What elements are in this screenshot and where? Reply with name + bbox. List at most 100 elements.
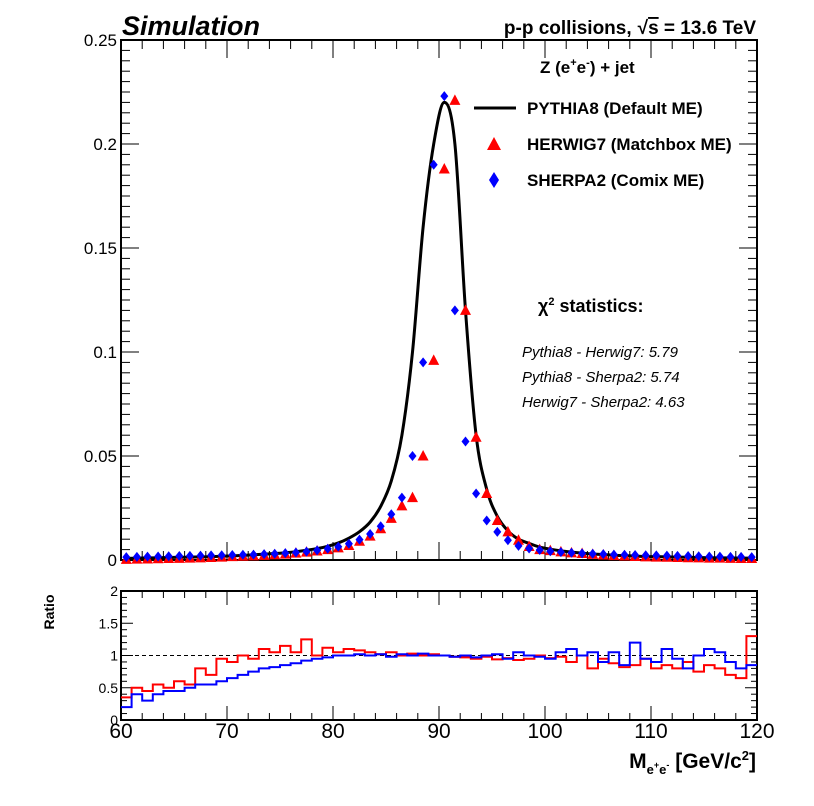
legend-marker-sherpa2 (489, 172, 499, 188)
ratio-x-tick-label: 100 (527, 720, 562, 743)
ratio-sherpa2-step (121, 641, 757, 709)
chi2-line-3: Herwig7 - Sherpa2: 4.63 (522, 394, 685, 411)
main-y-tick-label: 0.1 (93, 343, 117, 362)
herwig7-point (396, 499, 408, 511)
sherpa2-point (387, 509, 396, 520)
herwig7-point (481, 487, 493, 498)
sherpa2-point (260, 549, 269, 560)
ratio-x-tick-label: 110 (634, 720, 667, 743)
sherpa2-point (609, 549, 618, 560)
sherpa2-point (620, 549, 629, 560)
herwig7-point (513, 534, 524, 545)
herwig7-point (502, 525, 514, 537)
ratio-x-tick-label: 70 (215, 720, 238, 743)
sherpa2-point (143, 551, 152, 562)
sherpa2-point (238, 549, 247, 560)
ratio-x-tick-label: 60 (109, 720, 132, 743)
sherpa2-point (652, 550, 661, 561)
ratio-x-tick-label: 90 (427, 720, 450, 743)
herwig7-point (417, 450, 429, 461)
sherpa2-point (185, 550, 194, 561)
x-axis-label: Me+e- [GeV/c2] (629, 748, 756, 777)
chi2-line-2: Pythia8 - Sherpa2: 5.74 (522, 369, 680, 386)
sherpa2-point (154, 551, 163, 562)
sherpa2-point (122, 552, 131, 563)
sherpa2-point (525, 543, 534, 554)
ratio-herwig7-step (121, 635, 757, 699)
sherpa2-point (164, 551, 173, 562)
herwig7-point (449, 94, 461, 105)
sherpa2-point (662, 550, 671, 561)
sherpa2-point (503, 535, 512, 546)
main-y-tick-label: 0.15 (84, 239, 117, 258)
main-plot-panel: 0 0.05 0.1 0.15 0.2 0.25 (84, 31, 758, 570)
collision-label: p-p collisions, √s = 13.6 TeV (504, 18, 756, 39)
sherpa2-point (334, 541, 343, 552)
herwig7-point (491, 514, 503, 525)
sherpa2-point (281, 548, 290, 559)
herwig7-point (428, 354, 440, 365)
legend-label-herwig7: HERWIG7 (Matchbox ME) (527, 135, 732, 154)
sherpa2-point (482, 515, 491, 526)
sherpa2-point (419, 357, 428, 368)
legend-label-pythia8: PYTHIA8 (Default ME) (527, 99, 703, 118)
legend-marker-herwig7 (487, 137, 501, 150)
sherpa2-point (429, 159, 438, 170)
sherpa2-point (397, 492, 406, 503)
sherpa2-point (705, 551, 714, 562)
sherpa2-point (217, 550, 226, 561)
ratio-y-tick-label: 1 (110, 648, 118, 664)
sherpa2-point (132, 551, 141, 562)
ratio-series (121, 635, 757, 709)
ratio-y-tick-label: 2 (110, 583, 118, 599)
ratio-y-tick-label: 1.5 (99, 615, 119, 631)
chi2-statistics: χ2 statistics: Pythia8 - Herwig7: 5.79 P… (522, 296, 685, 411)
sherpa2-point (631, 550, 640, 561)
sherpa2-point (228, 550, 237, 561)
sherpa2-point (514, 540, 523, 551)
simulation-label: Simulation (122, 11, 260, 41)
main-series (120, 91, 758, 564)
ratio-x-axis: 60 70 80 90 100 110 120 (109, 591, 775, 743)
sherpa2-point (376, 521, 385, 532)
sherpa2-point (567, 547, 576, 558)
sherpa2-point (323, 543, 332, 554)
chi2-title: χ2 statistics: (538, 296, 644, 316)
sherpa2-point (270, 548, 279, 559)
ratio-plot-panel: 0 0.5 1 1.5 2 60 70 80 90 100 110 120 (99, 583, 775, 743)
main-y-tick-label: 0.25 (84, 31, 117, 50)
sherpa2-point (472, 488, 481, 499)
sherpa2-point (408, 451, 417, 461)
main-y-tick-label: 0.2 (93, 135, 117, 154)
sherpa2-point (673, 550, 682, 561)
herwig7-point (470, 431, 482, 442)
sherpa2-point (440, 91, 449, 102)
sherpa2-point (535, 545, 544, 556)
sherpa2-point (249, 549, 258, 560)
sherpa2-point (641, 550, 650, 561)
ratio-axis-label: Ratio (41, 595, 57, 630)
herwig7-point (438, 162, 450, 174)
sherpa2-point (291, 547, 300, 558)
chi2-line-1: Pythia8 - Herwig7: 5.79 (522, 344, 679, 361)
sherpa2-point (344, 538, 353, 549)
sherpa2-point (556, 547, 565, 558)
sherpa2-point (715, 551, 724, 562)
ratio-y-axis: 0 0.5 1 1.5 2 (99, 583, 757, 728)
sherpa2-point (175, 551, 184, 562)
main-y-axis: 0 0.05 0.1 0.15 0.2 0.25 (84, 31, 757, 570)
sherpa2-point (694, 551, 703, 562)
sherpa2-point (578, 548, 587, 559)
sherpa2-point (546, 546, 555, 557)
herwig7-point (460, 304, 471, 315)
sherpa2-point (684, 551, 693, 562)
sherpa2-point (737, 551, 746, 562)
sherpa2-point (196, 550, 205, 561)
sherpa2-point (599, 549, 608, 560)
ratio-y-tick-label: 0.5 (99, 680, 119, 696)
sherpa2-point (355, 534, 364, 545)
sherpa2-point (302, 546, 311, 557)
sherpa2-point (450, 305, 459, 316)
sherpa2-point (726, 551, 735, 562)
